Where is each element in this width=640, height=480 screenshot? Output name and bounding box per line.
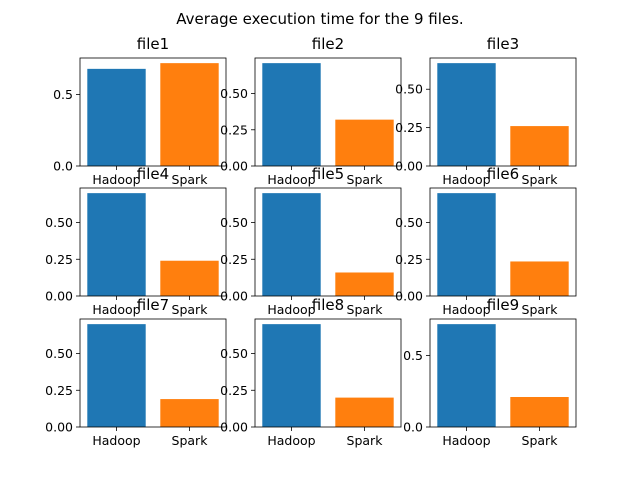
subplot-title: file2 — [312, 35, 344, 53]
figure-title: Average execution time for the 9 files. — [176, 10, 463, 28]
y-tick-label: 0.25 — [45, 252, 73, 267]
axes-frame — [254, 57, 402, 167]
y-tick-label: 0.50 — [45, 215, 73, 230]
y-tick-label: 0.25 — [220, 122, 248, 137]
subplot-grid: file1 Hadoop Spark 0.0 0.5 file2 Hadoop Spark 0.… — [45, 35, 577, 448]
x-tick-label: Hadoop — [267, 302, 315, 317]
y-tick-label: 0.50 — [395, 215, 423, 230]
subplot-title: file6 — [487, 165, 519, 183]
x-tick-label: Spark — [522, 302, 559, 317]
axes-frame — [429, 318, 577, 428]
x-tick-label: Hadoop — [92, 433, 140, 448]
y-tick-label: 0.25 — [220, 252, 248, 267]
subplot-title: file8 — [312, 296, 344, 314]
bar-spark — [510, 397, 569, 427]
x-tick-label: Hadoop — [442, 172, 490, 187]
x-tick-label: Hadoop — [267, 172, 315, 187]
x-tick-label: Spark — [172, 433, 209, 448]
bar-hadoop — [262, 193, 321, 296]
axes-frame — [254, 187, 402, 297]
y-tick-label: 0.00 — [220, 159, 248, 174]
y-tick-label: 0.00 — [220, 420, 248, 435]
y-tick-label: 0.00 — [395, 159, 423, 174]
bar-hadoop — [87, 193, 146, 296]
y-tick-label: 0.00 — [395, 289, 423, 304]
axes-frame — [429, 57, 577, 167]
subplot-file1: file1 Hadoop Spark 0.0 0.5 — [53, 35, 227, 187]
axes-frame — [79, 318, 227, 428]
x-tick-label: Hadoop — [442, 433, 490, 448]
y-tick-label: 0.25 — [395, 120, 423, 135]
y-tick-label: 0.00 — [220, 289, 248, 304]
y-tick-label: 0.50 — [220, 346, 248, 361]
bar-hadoop — [262, 324, 321, 427]
x-tick-label: Spark — [172, 172, 209, 187]
subplot-title: file3 — [487, 35, 519, 53]
y-tick-label: 0.5 — [53, 87, 73, 102]
y-tick-label: 0.0 — [403, 420, 423, 435]
bar-hadoop — [437, 193, 496, 296]
x-tick-label: Spark — [347, 302, 384, 317]
bar-spark — [160, 63, 219, 167]
bar-spark — [335, 119, 394, 166]
x-tick-label: Spark — [172, 302, 209, 317]
axes-frame — [429, 187, 577, 297]
subplot-title: file9 — [487, 296, 519, 314]
x-tick-label: Spark — [347, 433, 384, 448]
y-tick-label: 0.50 — [395, 82, 423, 97]
subplot-title: file4 — [137, 165, 169, 183]
bar-spark — [510, 261, 569, 296]
y-tick-label: 0.25 — [45, 383, 73, 398]
y-tick-label: 0.00 — [45, 289, 73, 304]
y-tick-label: 0.00 — [45, 420, 73, 435]
x-tick-label: Hadoop — [442, 302, 490, 317]
x-tick-label: Spark — [347, 172, 384, 187]
bar-spark — [335, 397, 394, 427]
y-tick-label: 0.50 — [45, 346, 73, 361]
y-tick-label: 0.50 — [220, 86, 248, 101]
x-tick-label: Hadoop — [92, 302, 140, 317]
bar-hadoop — [437, 324, 496, 427]
x-tick-label: Hadoop — [92, 172, 140, 187]
y-tick-label: 0.50 — [220, 215, 248, 230]
bar-hadoop — [87, 68, 146, 166]
axes-frame — [79, 187, 227, 297]
bar-spark — [160, 260, 219, 296]
bar-hadoop — [262, 63, 321, 167]
bar-spark — [510, 126, 569, 166]
bar-spark — [160, 399, 219, 427]
subplot-file3: file3 Hadoop Spark 0.00 0.25 0.50 — [395, 35, 577, 187]
y-tick-label: 0.25 — [220, 383, 248, 398]
x-tick-label: Spark — [522, 172, 559, 187]
bar-spark — [335, 272, 394, 296]
subplot-title: file1 — [137, 35, 169, 53]
subplot-title: file7 — [137, 296, 169, 314]
y-tick-label: 0.5 — [403, 348, 423, 363]
subplot-file2: file2 Hadoop Spark 0.00 0.25 0.50 — [220, 35, 402, 187]
x-tick-label: Hadoop — [267, 433, 315, 448]
bar-hadoop — [87, 324, 146, 427]
bar-hadoop — [437, 63, 496, 167]
y-tick-label: 0.25 — [395, 252, 423, 267]
subplot-title: file5 — [312, 165, 344, 183]
axes-frame — [79, 57, 227, 167]
x-tick-label: Spark — [522, 433, 559, 448]
axes-frame — [254, 318, 402, 428]
y-tick-label: 0.0 — [53, 159, 73, 174]
